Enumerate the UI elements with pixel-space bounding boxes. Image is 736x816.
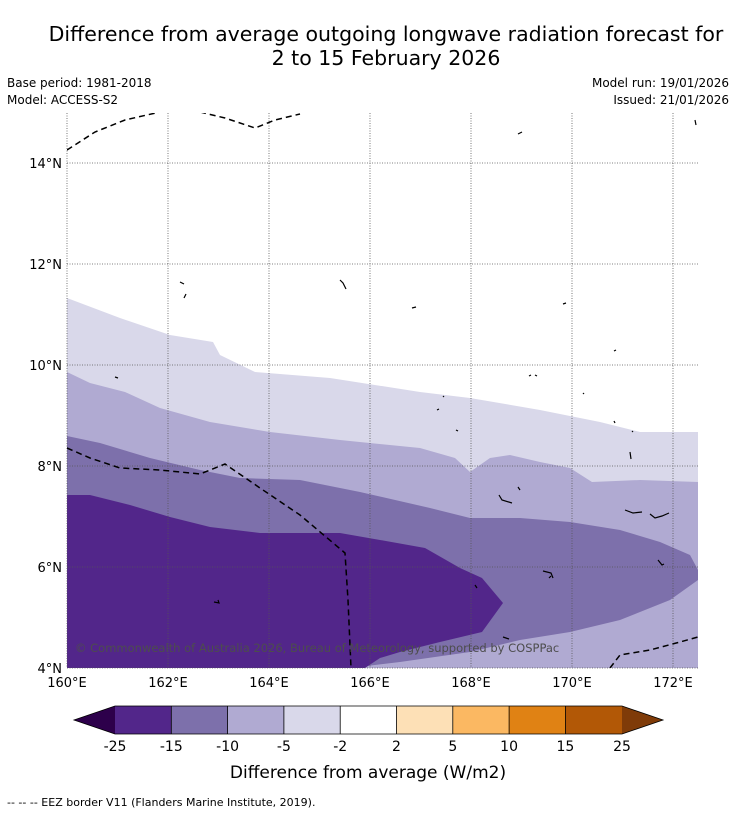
island xyxy=(562,302,567,305)
eez-borders xyxy=(67,113,698,668)
colorbar-extend-high xyxy=(622,706,663,734)
island xyxy=(613,349,617,352)
colorbar-tick: 15 xyxy=(556,739,574,755)
island xyxy=(502,636,510,640)
island xyxy=(694,119,697,126)
title-line-2: 2 to 15 February 2026 xyxy=(271,46,501,70)
island xyxy=(657,559,665,566)
lon-label-162: 162°E xyxy=(148,676,188,691)
island xyxy=(528,374,538,377)
eez-border-central xyxy=(67,447,352,668)
island xyxy=(629,451,632,460)
colorbar-segment-3 xyxy=(227,706,284,734)
map-panel xyxy=(67,113,698,668)
meta-left: Base period: 1981-2018 Model: ACCESS-S2 xyxy=(7,75,152,109)
island xyxy=(455,429,459,432)
olr-band-minus15-to-minus25 xyxy=(67,495,503,668)
issued-date: Issued: 21/01/2026 xyxy=(613,93,729,107)
longitude-labels: 160°E 162°E 164°E 166°E 168°E 170°E 172°… xyxy=(47,676,693,691)
lat-label-12: 12°N xyxy=(29,258,62,273)
colorbar-tick: 10 xyxy=(500,739,518,755)
colorbar-segment-2 xyxy=(171,706,228,734)
lat-label-6: 6°N xyxy=(38,561,63,576)
island xyxy=(517,131,523,135)
island xyxy=(474,584,478,589)
island xyxy=(582,392,585,395)
colorbar-tick: -10 xyxy=(216,739,239,755)
colorbar-tick: -2 xyxy=(333,739,347,755)
lat-label-14: 14°N xyxy=(29,157,62,172)
lon-label-168: 168°E xyxy=(451,676,491,691)
model-name: Model: ACCESS-S2 xyxy=(7,93,119,107)
colorbar-tick: 5 xyxy=(448,739,457,755)
copyright-notice: © Commonwealth of Australia 2026, Bureau… xyxy=(75,641,559,655)
lon-label-172: 172°E xyxy=(653,676,693,691)
colorbar-segment-5 xyxy=(340,706,397,734)
lat-label-8: 8°N xyxy=(38,460,63,475)
title-line-1: Difference from average outgoing longwav… xyxy=(48,22,724,46)
island xyxy=(498,486,521,504)
eez-border-south-east xyxy=(609,636,698,668)
colorbar-extend-low xyxy=(74,706,115,734)
base-period: Base period: 1981-2018 xyxy=(7,76,152,90)
colorbar-segment-7 xyxy=(452,706,510,734)
colorbar-label: Difference from average (W/m2) xyxy=(230,763,506,783)
island xyxy=(624,509,670,519)
island xyxy=(542,570,554,579)
lon-label-166: 166°E xyxy=(350,676,390,691)
island xyxy=(213,599,220,604)
colorbar-tick-labels: -25 -15 -10 -5 -2 2 5 10 15 25 xyxy=(104,739,631,755)
graticule xyxy=(66,113,698,669)
island xyxy=(613,420,634,433)
model-run: Model run: 19/01/2026 xyxy=(591,76,729,90)
meta-right: Model run: 19/01/2026 Issued: 21/01/2026 xyxy=(592,75,729,109)
islands xyxy=(114,119,697,640)
colorbar-tick: -15 xyxy=(160,739,183,755)
colorbar-tick: -25 xyxy=(104,739,127,755)
island xyxy=(411,306,417,309)
lon-label-160: 160°E xyxy=(47,676,87,691)
latitude-labels: 14°N 12°N 10°N 8°N 6°N 4°N xyxy=(29,157,62,677)
colorbar-segment-4 xyxy=(283,706,341,734)
colorbar-tick: 2 xyxy=(392,739,401,755)
eez-border-north-west xyxy=(67,113,159,151)
island xyxy=(339,279,347,290)
island xyxy=(114,376,119,379)
colorbar-tick: 25 xyxy=(613,739,631,755)
colorbar-segment-6 xyxy=(396,706,453,734)
island xyxy=(179,281,187,299)
lon-label-170: 170°E xyxy=(552,676,592,691)
colorbar-tick: -5 xyxy=(277,739,291,755)
eez-legend-note: -- -- -- EEZ border V11 (Flanders Marine… xyxy=(7,796,316,809)
colorbar-outline xyxy=(72,705,665,735)
lon-label-164: 164°E xyxy=(249,676,289,691)
island xyxy=(436,395,445,411)
chart-title: Difference from average outgoing longwav… xyxy=(0,22,736,70)
colorbar: -25 -15 -10 -5 -2 2 5 10 15 25 Differenc… xyxy=(72,705,665,783)
lat-label-10: 10°N xyxy=(29,359,62,374)
lat-label-4: 4°N xyxy=(38,662,63,677)
colorbar-segment-8 xyxy=(509,706,566,734)
colorbar-segment-9 xyxy=(565,706,622,734)
colorbar-segment-1 xyxy=(115,706,172,734)
colorbar-dividers xyxy=(170,706,566,734)
